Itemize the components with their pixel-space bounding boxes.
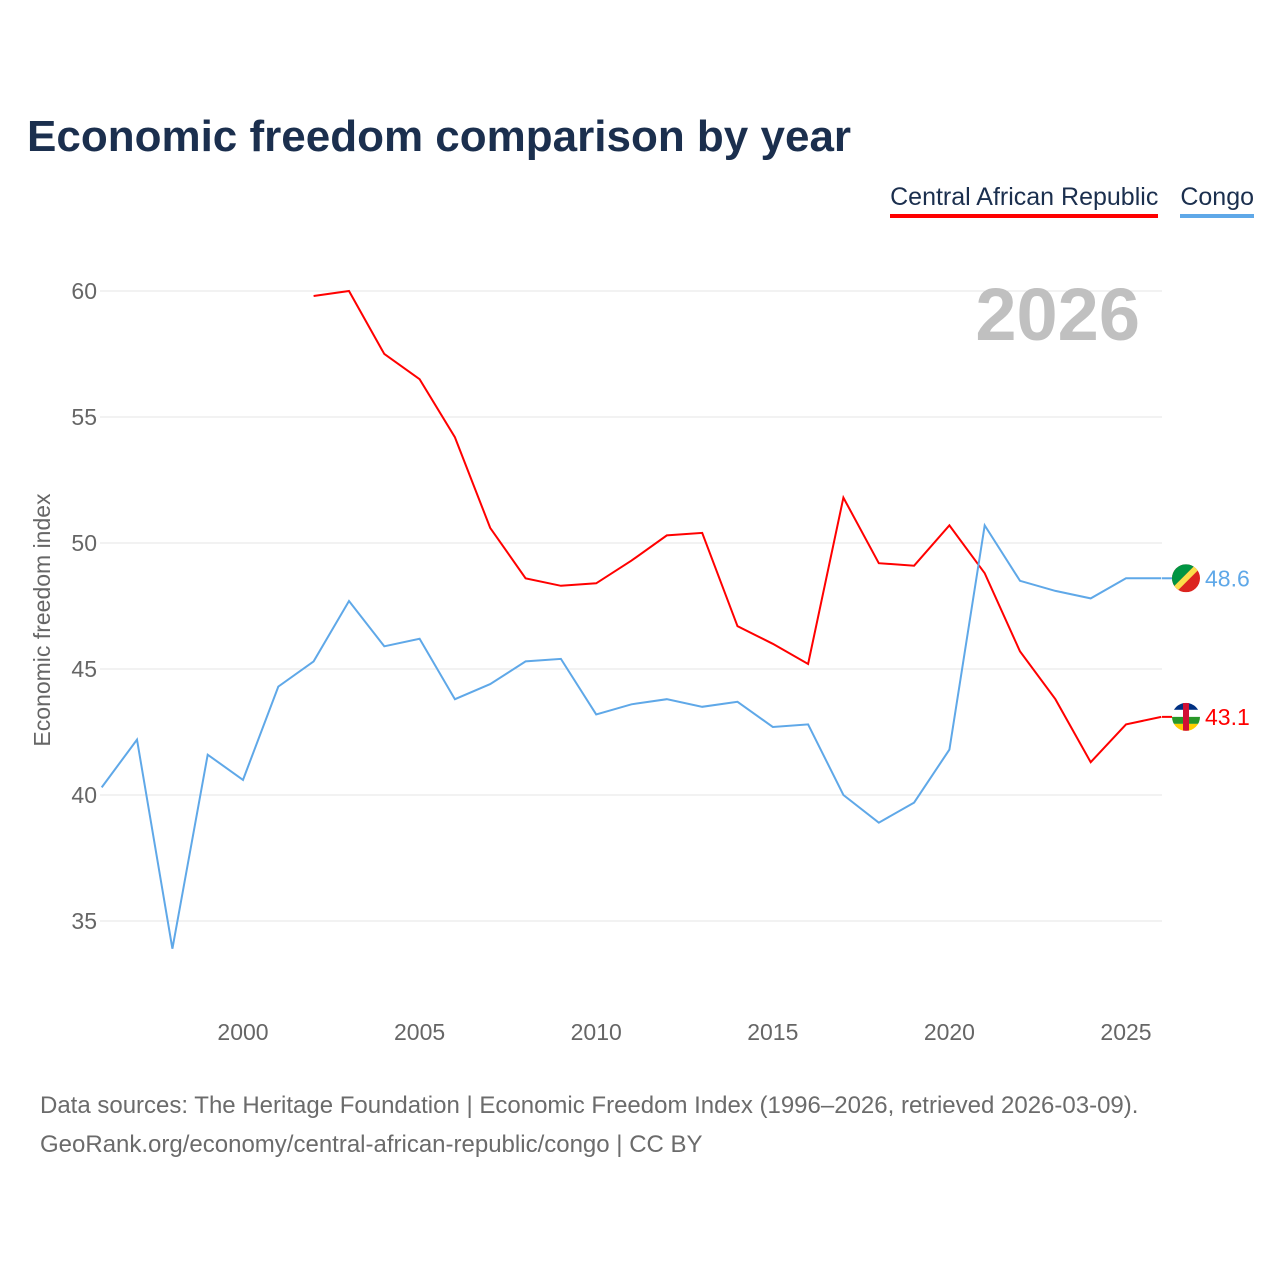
legend-item-car[interactable]: Central African Republic — [890, 183, 1159, 218]
y-tick-label: 55 — [71, 404, 97, 430]
x-tick-label: 2005 — [394, 1019, 445, 1045]
legend-item-congo[interactable]: Congo — [1180, 183, 1254, 218]
congo-flag-icon — [1172, 564, 1200, 593]
legend: Central African Republic Congo — [890, 183, 1254, 218]
footer: Data sources: The Heritage Foundation | … — [40, 1086, 1138, 1164]
end-value-label: 48.6 — [1205, 565, 1250, 591]
flag-part — [1183, 702, 1189, 731]
car-flag-icon — [1172, 702, 1200, 731]
x-tick-label: 2025 — [1100, 1019, 1151, 1045]
source-url: GeoRank.org/economy/central-african-repu… — [40, 1131, 703, 1158]
y-tick-label: 40 — [71, 782, 97, 808]
x-tick-label: 2020 — [924, 1019, 975, 1045]
flag — [1172, 564, 1200, 593]
x-tick-label: 2000 — [217, 1019, 268, 1045]
flag — [1172, 702, 1200, 731]
end-value-label: 43.1 — [1205, 704, 1250, 730]
y-tick-label: 35 — [71, 908, 97, 934]
source-note: Data sources: The Heritage Foundation | … — [40, 1092, 1139, 1119]
y-tick-label: 50 — [71, 530, 97, 556]
y-tick-label: 45 — [71, 656, 97, 682]
flag-part — [1172, 564, 1200, 593]
series-line-car — [313, 289, 1162, 764]
y-axis-label: Economic freedom index — [29, 493, 55, 747]
x-tick-label: 2015 — [747, 1019, 798, 1045]
series-line-congo — [100, 522, 1162, 949]
chart-title: Economic freedom comparison by year — [27, 112, 852, 161]
x-tick-label: 2010 — [571, 1019, 622, 1045]
y-tick-label: 60 — [71, 278, 97, 304]
year-watermark: 2026 — [975, 273, 1140, 356]
